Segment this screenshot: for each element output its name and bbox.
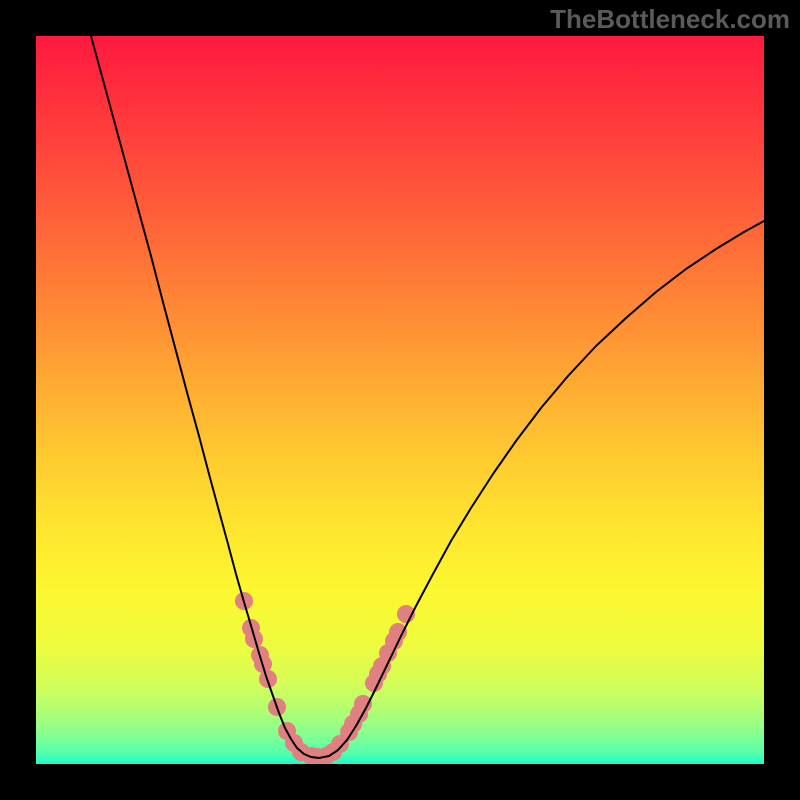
watermark-text: TheBottleneck.com xyxy=(550,4,790,35)
data-marker xyxy=(389,623,407,641)
plot-area xyxy=(36,36,764,764)
data-marker xyxy=(354,695,372,713)
gradient-background xyxy=(36,36,764,764)
plot-svg xyxy=(36,36,764,764)
